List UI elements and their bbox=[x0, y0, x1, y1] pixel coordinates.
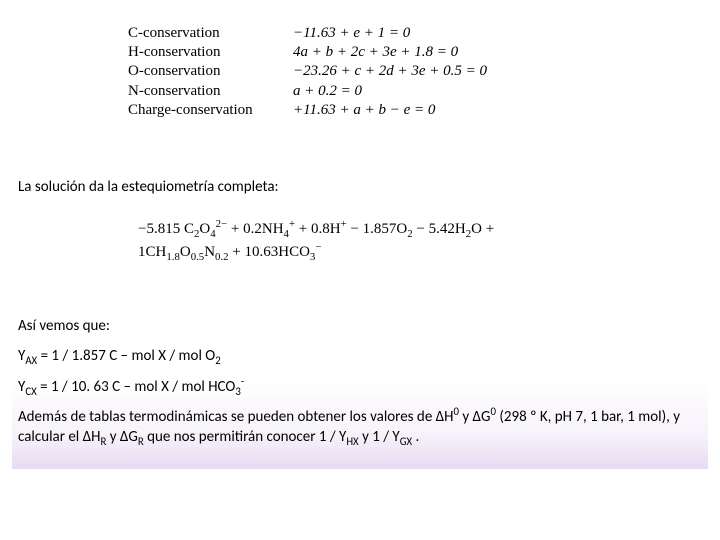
conservation-row: C-conservation −11.63 + e + 1 = 0 bbox=[128, 24, 487, 43]
coef: 1 bbox=[138, 244, 146, 260]
ycx-line: YCX = 1 / 10. 63 C – mol X / mol HCO3- bbox=[18, 377, 702, 397]
conservation-equation: +11.63 + a + b − e = 0 bbox=[293, 101, 435, 120]
conservation-equation: −11.63 + e + 1 = 0 bbox=[293, 24, 410, 43]
conservation-label: C-conservation bbox=[128, 24, 293, 43]
stoichiometry-equation: −5.815 C2O42− + 0.2NH4+ + 0.8H+ − 1.857O… bbox=[138, 218, 598, 263]
thermo-line: Además de tablas termodinámicas se puede… bbox=[18, 407, 702, 448]
conservation-label: N-conservation bbox=[128, 82, 293, 101]
conservation-equation: −23.26 + c + 2d + 3e + 0.5 = 0 bbox=[293, 62, 487, 81]
conservation-row: N-conservation a + 0.2 = 0 bbox=[128, 82, 487, 101]
conservation-label: H-conservation bbox=[128, 43, 293, 62]
coef: −5.815 bbox=[138, 221, 180, 237]
panel-intro: Así vemos que: bbox=[18, 316, 702, 336]
conservation-row: O-conservation −23.26 + c + 2d + 3e + 0.… bbox=[128, 62, 487, 81]
results-panel: Así vemos que: YAX = 1 / 1.857 C – mol X… bbox=[12, 306, 708, 469]
conservation-label: Charge-conservation bbox=[128, 101, 293, 120]
coef: 1.857 bbox=[363, 221, 397, 237]
conservation-table: C-conservation −11.63 + e + 1 = 0 H-cons… bbox=[128, 24, 487, 120]
coef: 5.42 bbox=[429, 221, 455, 237]
coef: 10.63 bbox=[245, 244, 279, 260]
yax-line: YAX = 1 / 1.857 C – mol X / mol O2 bbox=[18, 346, 702, 366]
conservation-row: Charge-conservation +11.63 + a + b − e =… bbox=[128, 101, 487, 120]
coef: 0.8 bbox=[311, 221, 330, 237]
conservation-equation: 4a + b + 2c + 3e + 1.8 = 0 bbox=[293, 43, 458, 62]
conservation-label: O-conservation bbox=[128, 62, 293, 81]
conservation-equation: a + 0.2 = 0 bbox=[293, 82, 362, 101]
coef: 0.2 bbox=[243, 221, 262, 237]
solution-intro-text: La solución da la estequiometría complet… bbox=[18, 178, 279, 196]
conservation-row: H-conservation 4a + b + 2c + 3e + 1.8 = … bbox=[128, 43, 487, 62]
